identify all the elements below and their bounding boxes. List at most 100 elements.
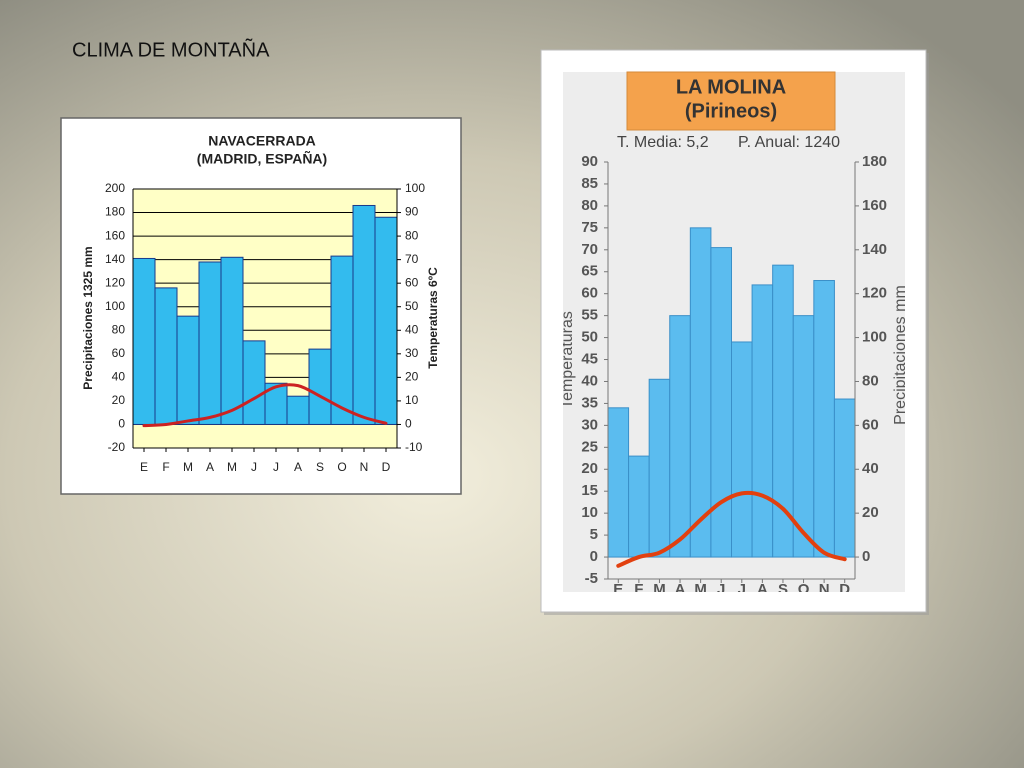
y2-tick-label: 180 (862, 153, 887, 170)
bar (751, 284, 774, 558)
y2-tick-label: 30 (405, 346, 419, 360)
y-tick-label: 50 (581, 329, 598, 346)
clip-group: Temperaturas Precipitaciones mm (559, 285, 909, 425)
bar (374, 216, 398, 425)
bar (710, 247, 733, 558)
y-tick-label: 10 (581, 504, 598, 521)
y-tick-label: 30 (581, 416, 598, 433)
y-tick-label: 140 (105, 252, 125, 266)
bar (308, 348, 332, 425)
bar (648, 378, 671, 558)
y2-tick-label: 60 (862, 416, 879, 433)
y2-tick-label: 60 (405, 275, 419, 289)
y-tick-label: 75 (581, 219, 598, 236)
y-tick-label: 160 (105, 228, 125, 242)
bar (628, 455, 650, 558)
y-tick-label: 35 (581, 394, 598, 411)
x-tick-label: O (337, 460, 346, 474)
y-tick-label: -20 (108, 440, 126, 454)
y2-tick-label: 90 (405, 205, 419, 219)
bar (813, 280, 835, 558)
x-tick-label: E (140, 460, 148, 474)
y-tick-label: 15 (581, 482, 598, 499)
x-tick-label: A (294, 460, 302, 474)
y-tick-label: 5 (590, 526, 598, 543)
y-axis-label: Precipitaciones 1325 mm (81, 246, 95, 389)
x-tick-label: O (798, 581, 810, 598)
x-tick-label: A (675, 581, 686, 598)
y-tick-label: 80 (581, 197, 598, 214)
x-tick-label: E (613, 581, 623, 598)
y-tick-label: 180 (105, 205, 125, 219)
x-tick-label: F (162, 460, 169, 474)
bar (731, 341, 753, 558)
y-tick-label: 0 (118, 417, 125, 431)
bar (833, 398, 856, 558)
chart-subtitle: (Pirineos) (685, 100, 777, 122)
slide-title: CLIMA DE MONTAÑA (72, 37, 270, 61)
y-tick-label: 70 (581, 241, 598, 258)
x-tick-label: N (819, 581, 830, 598)
y-tick-label: 40 (112, 370, 126, 384)
y2-tick-label: 0 (405, 417, 412, 431)
y2-axis-label: Precipitaciones mm (892, 285, 909, 425)
y2-tick-label: 20 (405, 370, 419, 384)
x-tick-label: M (227, 460, 237, 474)
bar (242, 340, 266, 425)
y-tick-label: 200 (105, 181, 125, 195)
x-tick-label: S (778, 581, 788, 598)
x-tick-label: J (251, 460, 257, 474)
bar (772, 264, 794, 558)
x-tick-label: F (634, 581, 643, 598)
y-tick-label: 40 (581, 372, 598, 389)
y-tick-label: 100 (105, 299, 125, 313)
x-tick-label: D (839, 581, 850, 598)
header-box (626, 71, 836, 131)
x-tick-label: M (653, 581, 666, 598)
bar (669, 315, 691, 558)
y2-tick-label: 80 (405, 228, 419, 242)
y-axis-label: Temperaturas (559, 311, 576, 409)
bar (154, 287, 178, 425)
chart-title: LA MOLINA (676, 76, 786, 98)
bar (176, 315, 200, 425)
y2-tick-label: 20 (862, 504, 879, 521)
y2-tick-label: 10 (405, 393, 419, 407)
y-tick-label: 25 (581, 438, 598, 455)
y-tick-label: 60 (581, 285, 598, 302)
y2-tick-label: 40 (405, 322, 419, 336)
temperature-line (616, 490, 847, 568)
y2-tick-label: 40 (862, 460, 879, 477)
y2-tick-label: 70 (405, 252, 419, 266)
chart-subtitle: (MADRID, ESPAÑA) (197, 150, 327, 167)
x-tick-label: A (206, 460, 214, 474)
annotation: P. Anual: 1240 (738, 134, 840, 151)
x-tick-label: S (316, 460, 324, 474)
y2-tick-label: 100 (405, 181, 425, 195)
bar (286, 395, 310, 425)
temperature-line (142, 383, 388, 428)
y-tick-label: 45 (581, 350, 598, 367)
x-tick-label: J (738, 581, 746, 598)
y2-tick-label: 50 (405, 299, 419, 313)
x-tick-label: N (360, 460, 369, 474)
y-tick-label: 20 (581, 460, 598, 477)
y-tick-label: 0 (590, 548, 598, 565)
bar (792, 315, 815, 558)
x-tick-label: M (183, 460, 193, 474)
x-tick-label: M (694, 581, 707, 598)
bar (330, 255, 354, 425)
y2-axis-label: Temperaturas 6ºC (426, 267, 440, 369)
bar (220, 256, 244, 425)
x-tick-label: A (757, 581, 768, 598)
y2-tick-label: 140 (862, 241, 887, 258)
bar (352, 204, 376, 425)
bar (689, 227, 712, 558)
y-tick-label: 80 (112, 322, 126, 336)
y-tick-label: 90 (581, 153, 598, 170)
y2-tick-label: 100 (862, 329, 887, 346)
y2-tick-label: 80 (862, 372, 879, 389)
y-tick-label: 85 (581, 175, 598, 192)
y-tick-label: 65 (581, 263, 598, 280)
bar (198, 261, 222, 425)
